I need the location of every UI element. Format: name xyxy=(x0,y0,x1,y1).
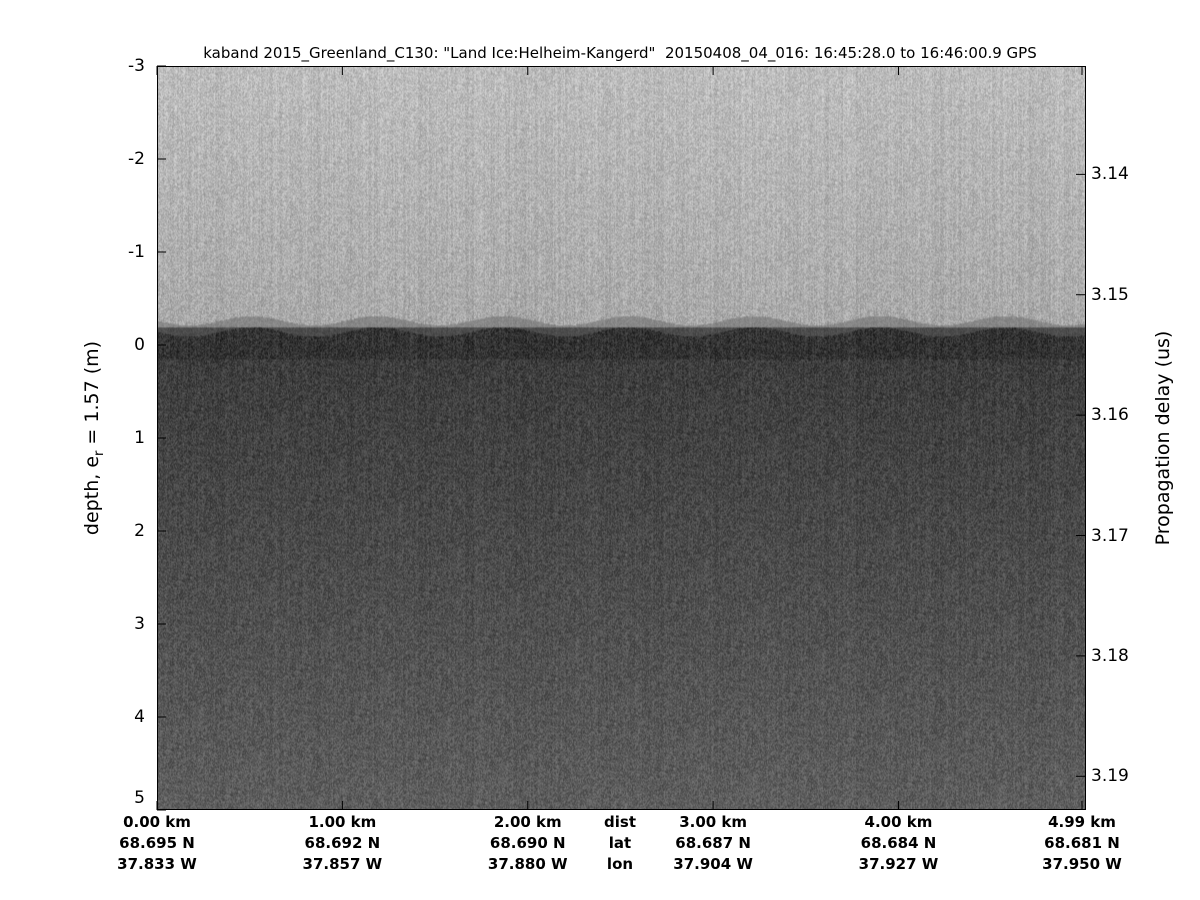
y-axis-label-left: depth, er = 1.57 (m) xyxy=(81,341,107,535)
echogram-image xyxy=(157,66,1086,810)
y-axis-label-left-subscript: r xyxy=(91,450,107,456)
x-tick-label-dist: 2.00 km xyxy=(493,813,562,831)
y-tick-label-right: 3.15 xyxy=(1091,284,1129,305)
row-label-dist: dist xyxy=(604,813,636,831)
y-tick-label-left: 1 xyxy=(134,428,145,448)
y-axis-label-right: Propagation delay (us) xyxy=(1152,330,1174,546)
row-label-lon: lon xyxy=(606,855,634,873)
y-tick-label-right: 3.19 xyxy=(1091,766,1129,787)
y-tick-label-right: 3.14 xyxy=(1091,164,1129,185)
x-tick-label-dist: 3.00 km xyxy=(679,813,748,831)
x-tick-label-lat: 68.684 N xyxy=(860,834,937,852)
x-tick-label-lon: 37.950 W xyxy=(1042,855,1122,873)
y-tick-label-left: 2 xyxy=(134,521,145,541)
x-tick-label-lat: 68.687 N xyxy=(675,834,751,852)
y-tick-label-right: 3.16 xyxy=(1091,405,1129,426)
x-tick-label-dist: 1.00 km xyxy=(308,813,377,831)
x-tick-label-lon: 37.904 W xyxy=(673,855,753,873)
x-tick-label-lat: 68.690 N xyxy=(489,834,566,852)
y-tick-label-left: 4 xyxy=(134,707,145,727)
chart-title: kaband 2015_Greenland_C130: "Land Ice:He… xyxy=(203,44,1037,62)
y-tick-label-left: 5 xyxy=(134,788,145,808)
y-tick-label-right: 3.18 xyxy=(1091,645,1129,666)
y-tick-label-left: 3 xyxy=(134,614,145,634)
x-tick-label-dist: 4.00 km xyxy=(864,813,933,831)
x-tick-label-lon: 37.857 W xyxy=(302,855,383,873)
y-tick-label-left: -1 xyxy=(128,242,145,262)
x-tick-label-lat: 68.692 N xyxy=(304,834,381,852)
y-tick-label-left: -2 xyxy=(128,149,145,169)
x-tick-label-lon: 37.833 W xyxy=(117,855,197,873)
x-tick-label-lat: 68.681 N xyxy=(1044,834,1120,852)
y-axis-label-left-text: depth, e xyxy=(81,455,104,536)
y-axis-label-left-rest: = 1.57 (m) xyxy=(81,340,104,451)
x-tick-label-dist: 0.00 km xyxy=(123,813,191,831)
y-tick-label-left: -3 xyxy=(128,56,145,76)
row-label-lat: lat xyxy=(608,834,632,852)
y-tick-label-left: 0 xyxy=(134,335,145,355)
x-tick-label-dist: 4.99 km xyxy=(1048,813,1116,831)
x-tick-label-lon: 37.880 W xyxy=(487,855,568,873)
x-tick-label-lon: 37.927 W xyxy=(858,855,939,873)
y-tick-label-right: 3.17 xyxy=(1091,525,1129,546)
x-tick-label-lat: 68.695 N xyxy=(119,834,195,852)
